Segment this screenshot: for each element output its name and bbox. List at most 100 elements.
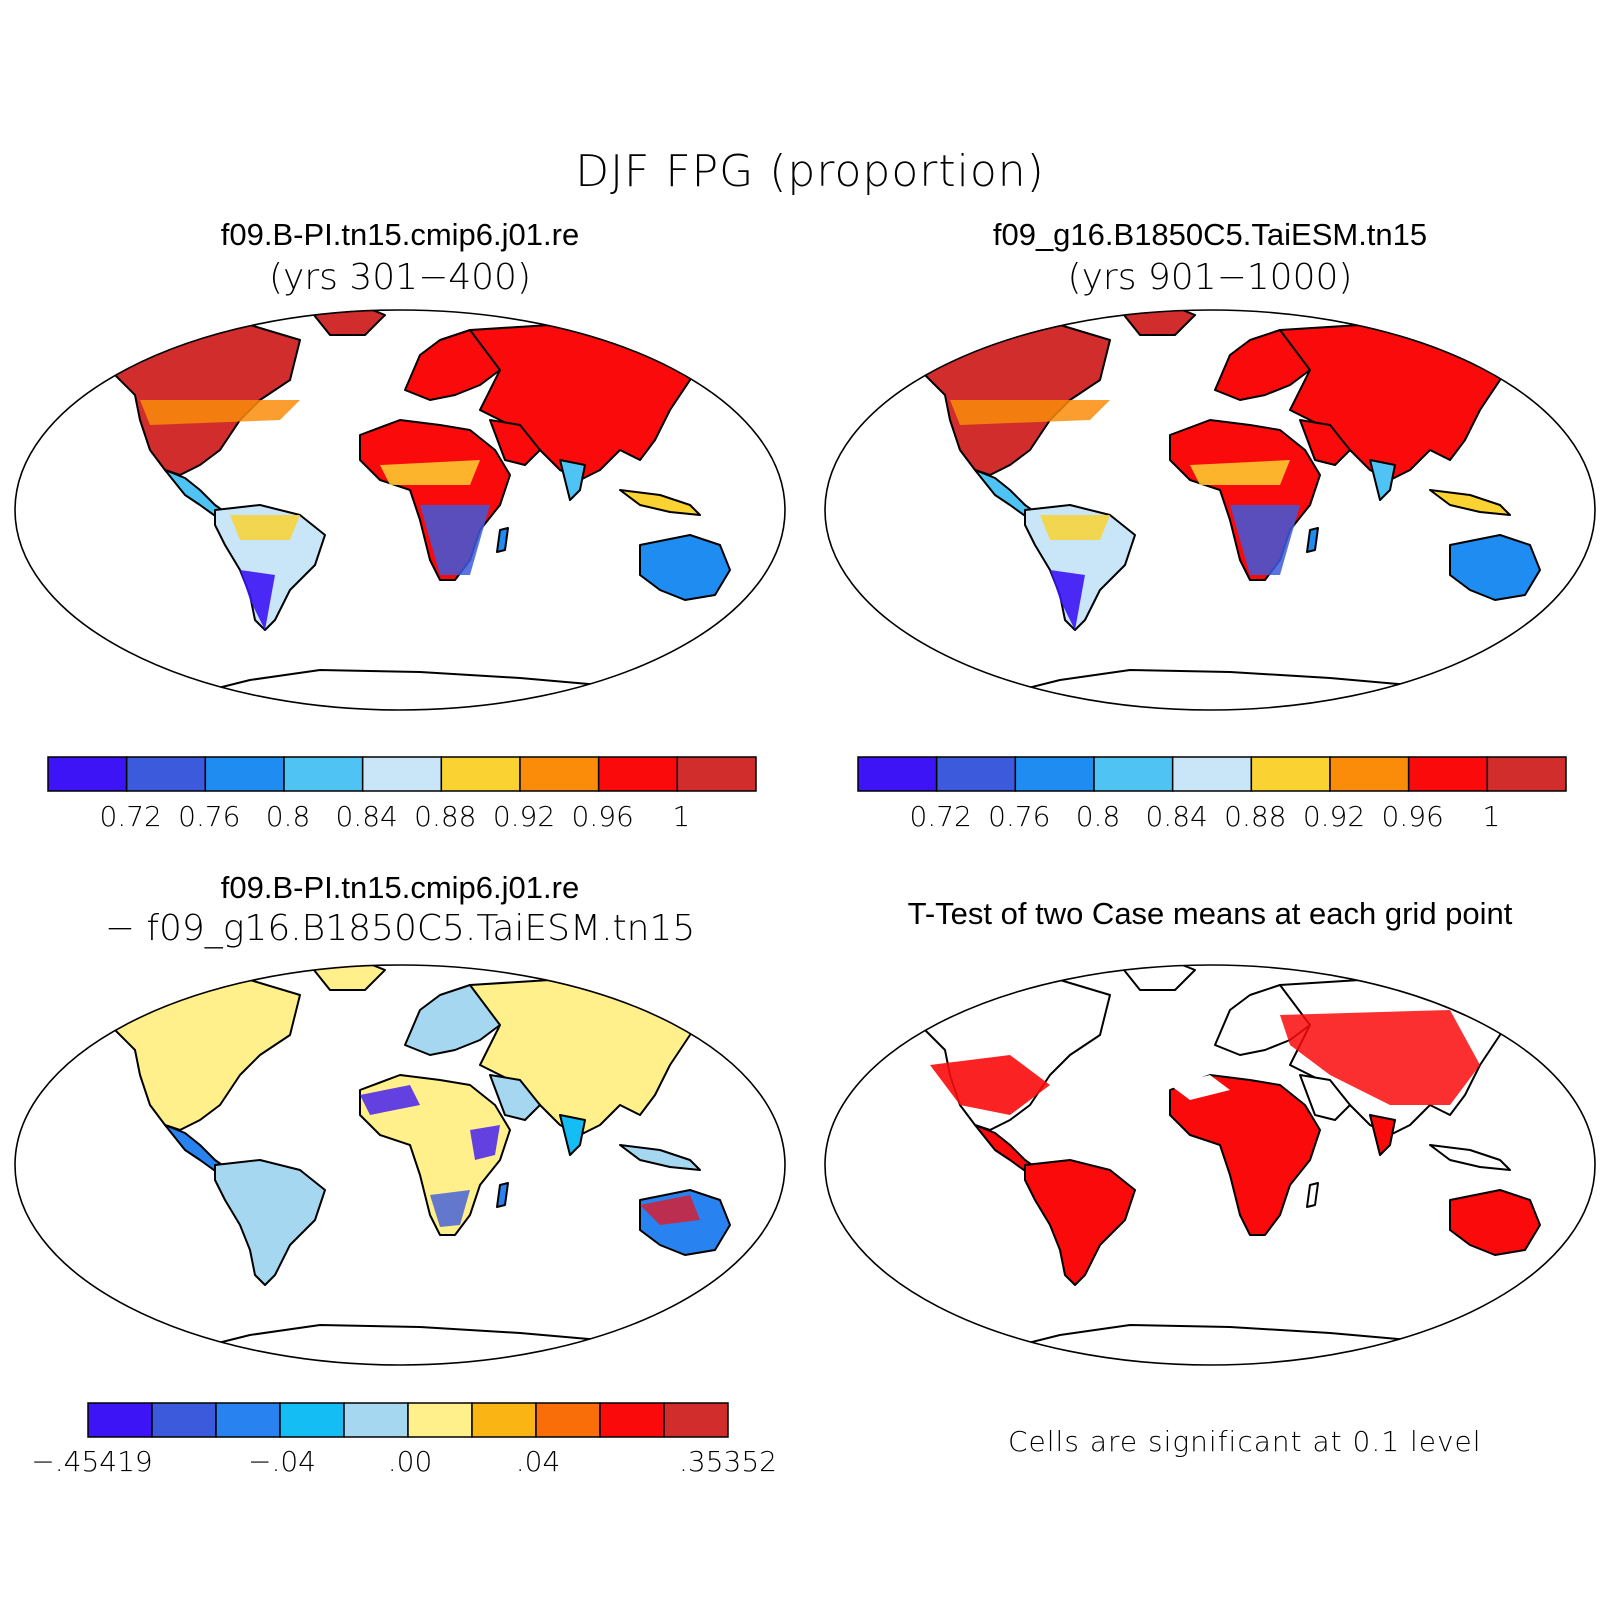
sahara-nonsig xyxy=(1170,1075,1230,1100)
colorbar-tick-label: 0.92 xyxy=(492,800,556,833)
sahara-neg xyxy=(360,1085,420,1115)
map1-land xyxy=(107,310,731,701)
panel1-map xyxy=(14,309,786,711)
colorbar-swatch xyxy=(283,756,364,792)
colorbar-swatch xyxy=(471,1402,537,1438)
indonesia xyxy=(1429,1144,1511,1171)
north-america xyxy=(107,979,301,1131)
colorbar-tick-label: .00 xyxy=(387,1445,433,1478)
map4-land xyxy=(917,965,1541,1356)
india xyxy=(559,459,586,501)
colorbar-tick-label: 0.76 xyxy=(178,800,241,833)
colorbar-swatch xyxy=(151,1402,217,1438)
arabia xyxy=(1299,1074,1351,1121)
colorbar-swatch xyxy=(935,756,1017,792)
colorbar-tick-label: 0.8 xyxy=(265,800,311,833)
panel2-colorbar xyxy=(857,756,1567,792)
arabia xyxy=(489,1074,541,1121)
colorbar-swatch xyxy=(215,1402,281,1438)
australia-pos xyxy=(640,1195,700,1225)
colorbar-tick-label: −.45419 xyxy=(31,1445,153,1478)
greenland xyxy=(309,965,386,991)
colorbar-swatch xyxy=(857,756,938,792)
colorbar-swatch xyxy=(361,756,443,792)
panel2-subtitle: (yrs 901−1000) xyxy=(1067,257,1353,298)
north-america-band xyxy=(950,400,1110,425)
colorbar-tick-label: 0.96 xyxy=(1381,800,1444,833)
significance-note: Cells are significant at 0.1 level xyxy=(1008,1425,1482,1458)
colorbar-tick-label: 1 xyxy=(672,800,691,833)
colorbar-swatch xyxy=(599,1402,665,1438)
colorbar-swatch xyxy=(535,1402,601,1438)
colorbar-swatch xyxy=(87,1402,153,1438)
colorbar-swatch xyxy=(1093,756,1174,792)
colorbar-tick-label: 0.8 xyxy=(1075,800,1121,833)
colorbar-swatch xyxy=(1329,756,1410,792)
sahel-band xyxy=(380,460,480,485)
patagonia-band xyxy=(240,570,275,630)
colorbar-tick-label: 1 xyxy=(1482,800,1501,833)
colorbar-swatch xyxy=(519,756,600,792)
colorbar-swatch xyxy=(676,756,757,792)
colorbar-swatch xyxy=(1014,756,1095,792)
india xyxy=(1369,1114,1396,1156)
colorbar-tick-label: 0.72 xyxy=(99,800,162,833)
amazon-band xyxy=(1040,515,1110,540)
figure-title: DJF FPG (proportion) xyxy=(575,146,1045,197)
colorbar-tick-label: 0.92 xyxy=(1302,800,1366,833)
panel4-map xyxy=(824,964,1596,1366)
map3-frame xyxy=(14,964,786,1366)
africa xyxy=(359,1074,511,1236)
colorbar-swatch xyxy=(279,1402,345,1438)
australia xyxy=(1449,534,1541,601)
panel3-subtitle: − f09_g16.B1850C5.TaiESM.tn15 xyxy=(104,908,696,949)
madagascar xyxy=(496,527,509,553)
colorbar-swatch xyxy=(440,756,521,792)
southern-africa-neg xyxy=(430,1190,470,1227)
indonesia xyxy=(619,489,701,516)
panel1-colorbar xyxy=(47,756,757,792)
map3-land xyxy=(107,965,731,1356)
africa xyxy=(1169,1074,1321,1236)
antarctica xyxy=(999,669,1491,701)
colorbar-swatch xyxy=(1171,756,1253,792)
colorbar-tick-label: 0.76 xyxy=(988,800,1051,833)
colorbar-swatch xyxy=(343,1402,409,1438)
indonesia xyxy=(619,1144,701,1171)
colorbar-tick-label: 0.72 xyxy=(909,800,972,833)
southern-africa-band xyxy=(420,505,490,575)
colorbar-swatch xyxy=(663,1402,729,1438)
greenland xyxy=(1119,310,1196,336)
colorbar-swatch xyxy=(47,756,128,792)
arabia xyxy=(1299,419,1351,466)
madagascar xyxy=(1306,1182,1319,1208)
antarctica xyxy=(999,1324,1491,1356)
arabia xyxy=(489,419,541,466)
panel3-title: f09.B-PI.tn15.cmip6.j01.re xyxy=(220,870,580,905)
colorbar-swatch xyxy=(1250,756,1331,792)
colorbar-swatch xyxy=(597,756,679,792)
madagascar xyxy=(1306,527,1319,553)
panel2-map xyxy=(824,309,1596,711)
colorbar-tick-label: .04 xyxy=(515,1445,561,1478)
colorbar-tick-label: 0.88 xyxy=(1224,800,1287,833)
madagascar xyxy=(496,1182,509,1208)
panel1-title: f09.B-PI.tn15.cmip6.j01.re xyxy=(220,217,580,252)
map2-frame xyxy=(824,309,1596,711)
colorbar-tick-label: −.04 xyxy=(248,1445,316,1478)
map2-land xyxy=(917,310,1541,701)
panel1-subtitle: (yrs 301−400) xyxy=(269,257,531,298)
colorbar-tick-label: 0.84 xyxy=(335,800,398,833)
sahel-band xyxy=(1190,460,1290,485)
india xyxy=(559,1114,586,1156)
australia xyxy=(639,534,731,601)
patagonia-band xyxy=(1050,570,1085,630)
panel3-map xyxy=(14,964,786,1366)
north-america-band xyxy=(140,400,300,425)
east-africa-neg xyxy=(470,1125,500,1160)
map1-frame xyxy=(14,309,786,711)
colorbar-swatch xyxy=(407,1402,473,1438)
colorbar-swatch xyxy=(1486,756,1567,792)
colorbar-swatch xyxy=(204,756,285,792)
panel3-colorbar xyxy=(87,1402,729,1438)
